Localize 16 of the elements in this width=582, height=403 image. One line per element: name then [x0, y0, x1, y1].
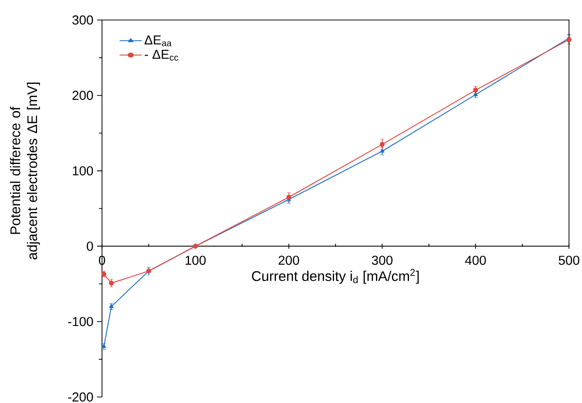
x-tick-label: 100	[186, 256, 206, 265]
x-tick-label: 400	[465, 256, 486, 265]
y-tick-label: 200	[72, 90, 93, 100]
x-tick-label: 500	[558, 256, 580, 265]
y-tick-label: -200	[68, 392, 93, 402]
legend-label: ΔE$_{aa}$	[144, 35, 172, 46]
x-tick-label: 300	[372, 256, 393, 265]
y-tick-label: 0	[86, 242, 93, 251]
legend-label: - ΔE$_{cc}$	[144, 50, 178, 61]
y-axis-title: Potential differece of adjacent electrodes ΔE [mV]	[10, 82, 40, 260]
point	[473, 88, 478, 93]
y-tick-label: -100	[68, 317, 93, 326]
x-axis-title: Current density i$_{d}$ [mA/cm$^{2}$]	[252, 268, 419, 284]
y-tick-label: 300	[72, 15, 93, 25]
x-tick-label: 200	[278, 256, 300, 265]
y-tick-label: 100	[72, 166, 93, 176]
